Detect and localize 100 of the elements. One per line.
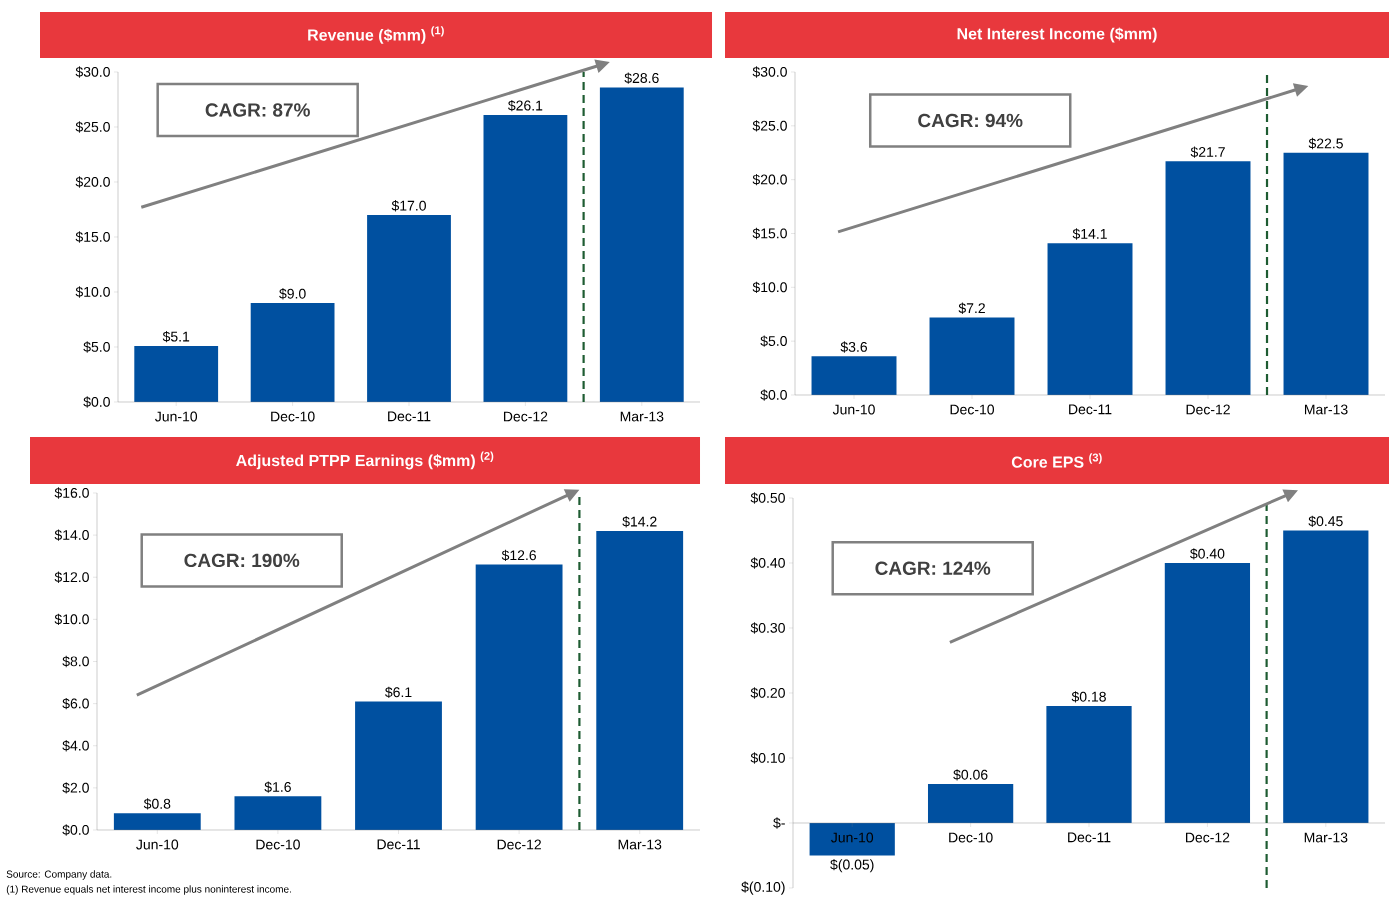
x-tick-label: Dec-11 (1069, 404, 1112, 415)
bar (1164, 563, 1251, 823)
bar (475, 564, 563, 830)
y-tick-label: $8.0 (62, 655, 89, 668)
x-tick-label: Dec-10 (950, 404, 995, 415)
y-tick-label: $16.0 (54, 487, 89, 499)
y-tick-label: $30.0 (752, 66, 787, 78)
y-tick-label: $4.0 (62, 740, 89, 752)
bar (1165, 161, 1251, 395)
y-tick-label: $15.0 (752, 227, 787, 240)
bar (1283, 530, 1369, 823)
x-tick-label: Jun-10 (136, 839, 179, 850)
data-label: $0.40 (1190, 548, 1225, 560)
y-tick-label: $25.0 (75, 121, 110, 133)
annotation: CAGR: 190% (184, 553, 300, 568)
bar (250, 302, 335, 402)
data-label: $5.1 (162, 331, 190, 343)
data-label: $0.8 (143, 798, 171, 810)
y-tick-label: $0.0 (62, 824, 89, 836)
x-tick-label: Dec-12 (503, 411, 548, 422)
y-tick-label: $5.0 (83, 341, 110, 353)
y-tick-label: $0.0 (83, 396, 110, 408)
annotation: CAGR: 94% (918, 113, 1023, 128)
bar (355, 701, 442, 830)
y-tick-label: $0.50 (750, 492, 785, 504)
y-tick-label: $20.0 (75, 176, 110, 188)
y-tick-label: $(0.10) (741, 881, 785, 895)
chart-title: Adjusted PTPP Earnings ($mm) $^{(2)}$ (236, 451, 494, 470)
data-label: $0.45 (1308, 515, 1343, 527)
source-note: Source: Company data. (6, 870, 112, 880)
y-tick-label: $2.0 (62, 782, 89, 794)
x-tick-label: Dec-10 (271, 411, 315, 422)
bar (483, 114, 568, 402)
data-label: $21.7 (1190, 146, 1225, 158)
data-label: $0.06 (953, 769, 988, 781)
y-tick-label: $- (773, 817, 785, 829)
bar (596, 530, 684, 830)
data-label: $22.5 (1308, 137, 1343, 150)
bar (367, 214, 451, 402)
y-tick-label: $0.10 (750, 752, 785, 764)
x-tick-label: Dec-11 (377, 839, 420, 850)
y-tick-label: $10.0 (54, 613, 89, 626)
bar (234, 796, 322, 830)
y-tick-label: $6.0 (62, 697, 89, 710)
annotation: CAGR: 124% (875, 561, 991, 575)
x-tick-label: Mar-13 (1304, 832, 1348, 843)
x-tick-label: Mar-13 (620, 411, 664, 422)
y-tick-label: $5.0 (760, 335, 787, 347)
x-tick-label: Dec-11 (1068, 832, 1111, 843)
data-label: $28.6 (624, 72, 659, 84)
data-label: $14.1 (1072, 228, 1107, 240)
data-label: $7.2 (958, 302, 985, 314)
y-tick-label: $10.0 (75, 286, 110, 298)
y-tick-label: $20.0 (752, 173, 787, 186)
x-tick-label: Dec-11 (388, 411, 431, 422)
bar (134, 345, 219, 402)
x-tick-label: Dec-10 (949, 832, 993, 843)
x-tick-label: Dec-12 (1186, 404, 1230, 415)
bar (1046, 706, 1132, 823)
data-label: $9.0 (279, 288, 306, 300)
bar (809, 823, 895, 856)
y-tick-label: $30.0 (75, 66, 110, 78)
x-tick-label: Jun-10 (832, 404, 875, 415)
x-tick-label: Dec-10 (256, 839, 300, 850)
data-label: $3.6 (840, 341, 868, 353)
bar (927, 784, 1014, 823)
data-label: $6.1 (385, 686, 412, 698)
annotation: CAGR: 87% (205, 103, 310, 117)
bar (811, 356, 897, 395)
data-label: $0.18 (1071, 691, 1106, 703)
x-tick-label: Jun-10 (831, 832, 874, 843)
x-tick-label: Mar-13 (1304, 404, 1348, 415)
y-tick-label: $15.0 (75, 231, 110, 243)
x-tick-label: Dec-12 (1185, 832, 1230, 843)
bar (929, 317, 1015, 395)
data-label: $17.0 (391, 200, 426, 212)
y-tick-label: $10.0 (752, 281, 787, 293)
bar (599, 87, 684, 402)
y-tick-label: $0.0 (760, 389, 787, 401)
chart-title: Revenue ($mm) $^{(1)}$ (308, 26, 444, 44)
text: (1) Revenue equals net interest income plus noninterest income. (6, 885, 291, 895)
data-label: $1.6 (264, 781, 291, 793)
bar (1047, 243, 1133, 395)
bar (113, 813, 201, 830)
y-tick-label: $12.0 (54, 571, 89, 583)
y-tick-label: $0.20 (750, 687, 785, 699)
data-label: $14.2 (622, 516, 657, 528)
x-tick-label: Mar-13 (618, 839, 662, 850)
data-label: $26.1 (508, 100, 543, 112)
x-tick-label: Dec-12 (497, 839, 541, 850)
data-label: $12.6 (501, 549, 536, 562)
y-tick-label: $25.0 (752, 120, 787, 132)
chart-title: Core EPS $^{(3)}$ (1011, 453, 1102, 468)
chart-title: Net Interest Income ($mm) (957, 27, 1157, 43)
data-label: $(0.05) (830, 859, 874, 873)
x-tick-label: Jun-10 (155, 411, 198, 422)
y-tick-label: $0.30 (750, 622, 785, 634)
y-tick-label: $0.40 (750, 557, 785, 569)
y-tick-label: $14.0 (54, 529, 89, 541)
bar (1283, 152, 1369, 395)
